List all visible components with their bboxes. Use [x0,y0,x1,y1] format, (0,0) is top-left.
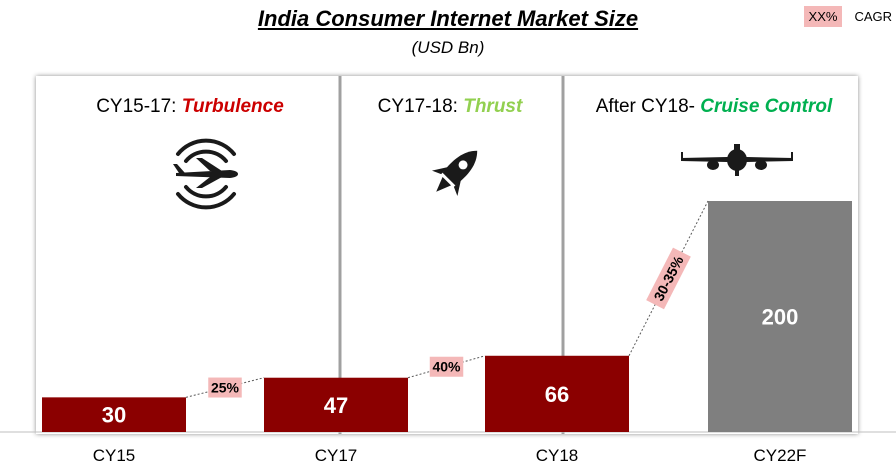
cagr-label: 25% [208,377,242,398]
chart-title: India Consumer Internet Market Size [257,6,639,31]
cagr-label-bg [646,247,691,310]
phase-heading-1: CY15-17: Turbulence [96,96,284,117]
x-tick-label: CY18 [536,446,579,465]
bar-data-label: 200 [762,305,799,330]
chart-subtitle: (USD Bn) [411,38,485,57]
legend: XX% CAGR [803,6,892,27]
bar-cy22f [708,201,852,432]
rocket-icon [431,150,478,197]
bar-data-label: 66 [545,382,569,407]
bar-cy15 [42,397,186,432]
airplane-front-icon [681,144,793,176]
x-tick-label: CY15 [93,446,136,465]
bar-data-label: 47 [324,393,348,418]
bar-data-label: 30 [102,403,126,428]
cagr-label-bg [208,377,242,398]
cagr-label-text: 40% [432,359,461,375]
phase-heading-3: After CY18- Cruise Control [596,96,833,117]
airplane-turbulence-icon [173,138,238,210]
phase-heading-2: CY17-18: Thrust [378,96,523,117]
cagr-label: 40% [429,356,464,377]
cagr-label-text: 25% [211,380,240,396]
cagr-connector [628,200,709,356]
x-tick-label: CY22F [754,446,807,465]
cagr-label-bg [429,356,464,377]
bar-cy18 [485,355,629,432]
x-tick-label: CY17 [315,446,358,465]
bar-cy17 [264,377,408,432]
legend-label: CAGR [854,9,892,24]
legend-swatch: XX% [803,6,843,27]
